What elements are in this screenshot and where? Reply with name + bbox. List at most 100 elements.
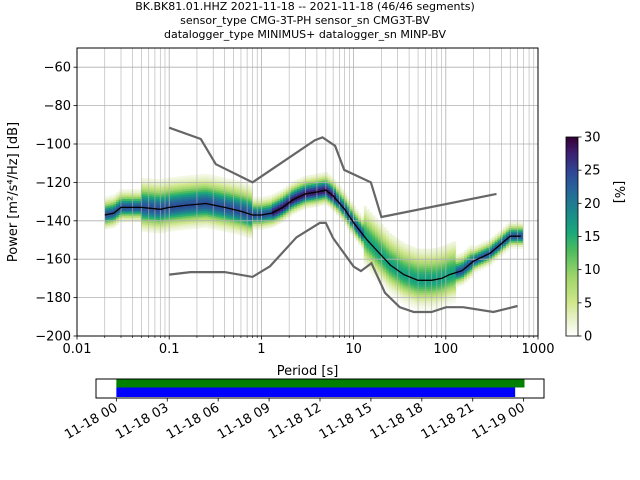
heatmap-cell	[166, 199, 170, 202]
heatmap-cell	[439, 298, 443, 302]
heatmap-cell	[411, 300, 415, 303]
heatmap-cell	[408, 291, 412, 294]
heatmap-cell	[166, 212, 170, 215]
heatmap-cell	[171, 217, 175, 220]
heatmap-cell	[422, 254, 426, 257]
heatmap-cell	[391, 252, 395, 255]
heatmap-cell	[436, 266, 440, 269]
heatmap-cell	[132, 194, 136, 198]
heatmap-cell	[152, 211, 156, 214]
heatmap-cell	[425, 285, 429, 288]
heatmap-cell	[405, 278, 409, 281]
heatmap-cell	[166, 229, 170, 233]
heatmap-cell	[168, 187, 173, 190]
heatmap-cell	[285, 193, 289, 196]
heatmap-cell	[458, 274, 462, 277]
heatmap-cell	[146, 210, 150, 214]
heatmap-cell	[299, 202, 303, 205]
heatmap-cell	[483, 258, 487, 261]
heatmap-cell	[377, 221, 381, 224]
heatmap-cell	[280, 195, 284, 198]
heatmap-cell	[232, 206, 237, 209]
heatmap-cell	[269, 206, 273, 209]
heatmap-cell	[174, 186, 178, 189]
title-line-3: datalogger_type MINIMUS+ datalogger_sn M…	[164, 28, 446, 41]
heatmap-cell	[433, 301, 437, 304]
heatmap-cell	[146, 184, 150, 187]
heatmap-cell	[411, 273, 415, 276]
heatmap-cell	[358, 239, 362, 242]
heatmap-cell	[244, 200, 248, 203]
title-line-2: sensor_type CMG-3T-PH sensor_sn CMG3T-BV	[180, 14, 430, 27]
heatmap-cell	[436, 259, 440, 262]
heatmap-cell	[447, 243, 451, 246]
heatmap-cell	[472, 252, 476, 255]
heatmap-cell	[402, 248, 406, 252]
heatmap-cell	[316, 200, 320, 203]
heatmap-cell	[138, 216, 142, 219]
heatmap-cell	[216, 222, 220, 225]
heatmap-cell	[146, 185, 150, 189]
heatmap-cell	[361, 234, 365, 238]
heatmap-cell	[210, 182, 214, 185]
heatmap-cell	[369, 250, 373, 253]
heatmap-cell	[260, 200, 264, 203]
heatmap-cell	[140, 177, 145, 180]
heatmap-cell	[450, 255, 454, 258]
heatmap-cell	[436, 289, 440, 292]
heatmap-cell	[302, 199, 306, 202]
heatmap-cell	[249, 223, 253, 226]
heatmap-cell	[333, 188, 337, 192]
heatmap-cell	[182, 210, 186, 213]
heatmap-cell	[369, 248, 373, 251]
heatmap-cell	[244, 192, 248, 195]
heatmap-cell	[230, 209, 234, 213]
heatmap-cell	[210, 188, 214, 191]
heatmap-cell	[519, 237, 523, 240]
heatmap-cell	[402, 292, 406, 296]
heatmap-cell	[166, 216, 170, 219]
heatmap-cell	[369, 229, 373, 232]
heatmap-cell	[157, 217, 161, 221]
heatmap-cell	[380, 231, 384, 235]
heatmap-cell	[483, 249, 487, 252]
heatmap-cell	[296, 184, 301, 187]
heatmap-cell	[374, 254, 379, 257]
heatmap-cell	[386, 253, 390, 256]
heatmap-cell	[411, 284, 415, 288]
heatmap-cell	[179, 224, 184, 227]
heatmap-cell	[179, 218, 184, 221]
heatmap-cell	[511, 223, 515, 226]
heatmap-cell	[425, 254, 429, 257]
heatmap-cell	[388, 233, 393, 236]
heatmap-cell	[216, 199, 220, 202]
heatmap-cell	[230, 194, 234, 197]
heatmap-cell	[341, 217, 345, 220]
heatmap-cell	[135, 191, 139, 194]
heatmap-cell	[477, 261, 482, 264]
heatmap-cell	[386, 236, 390, 239]
heatmap-cell	[210, 180, 214, 183]
heatmap-cell	[171, 207, 175, 211]
heatmap-cell	[383, 227, 387, 230]
heatmap-cell	[516, 237, 521, 240]
heatmap-cell	[408, 293, 412, 296]
heatmap-cell	[425, 298, 429, 301]
heatmap-cell	[149, 180, 153, 183]
heatmap-cell	[140, 229, 145, 232]
heatmap-cell	[352, 216, 356, 219]
heatmap-cell	[411, 279, 415, 282]
heatmap-cell	[224, 212, 228, 215]
heatmap-cell	[202, 177, 206, 181]
heatmap-cell	[191, 184, 195, 187]
heatmap-cell	[227, 197, 231, 200]
heatmap-cell	[269, 210, 273, 213]
heatmap-cell	[152, 180, 156, 183]
heatmap-cell	[257, 196, 262, 200]
heatmap-cell	[127, 210, 131, 213]
heatmap-cell	[188, 186, 192, 190]
heatmap-cell	[302, 176, 306, 179]
heatmap-cell	[433, 274, 437, 278]
heatmap-cell	[313, 181, 317, 184]
heatmap-cell	[232, 212, 237, 215]
